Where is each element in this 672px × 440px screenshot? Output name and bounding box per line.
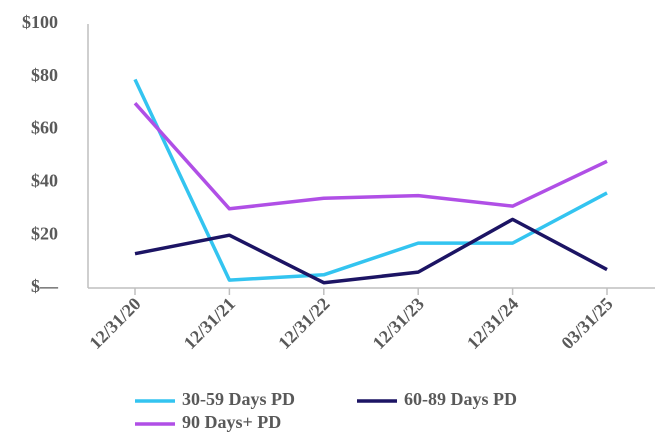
x-tick-label: 12/31/24: [463, 294, 522, 353]
y-tick-label: $20: [31, 223, 58, 243]
legend-label: 30-59 Days PD: [182, 389, 295, 409]
y-tick-label: $40: [31, 171, 58, 191]
y-tick-label: $100: [22, 12, 58, 32]
legend-label: 60-89 Days PD: [404, 389, 517, 409]
legend-label: 90 Days+ PD: [182, 412, 281, 432]
y-tick-label: $—: [31, 276, 59, 296]
y-tick-label: $80: [31, 65, 58, 85]
x-tick-label: 12/31/20: [85, 294, 144, 353]
x-tick-label: 12/31/22: [274, 294, 333, 353]
series-line: [134, 217, 608, 285]
x-tick-label: 12/31/23: [369, 294, 428, 353]
x-tick-label: 03/31/25: [557, 294, 616, 353]
series-line: [133, 102, 608, 211]
y-tick-label: $60: [31, 118, 58, 138]
x-tick-label: 12/31/21: [180, 294, 239, 353]
series-line: [133, 78, 608, 282]
